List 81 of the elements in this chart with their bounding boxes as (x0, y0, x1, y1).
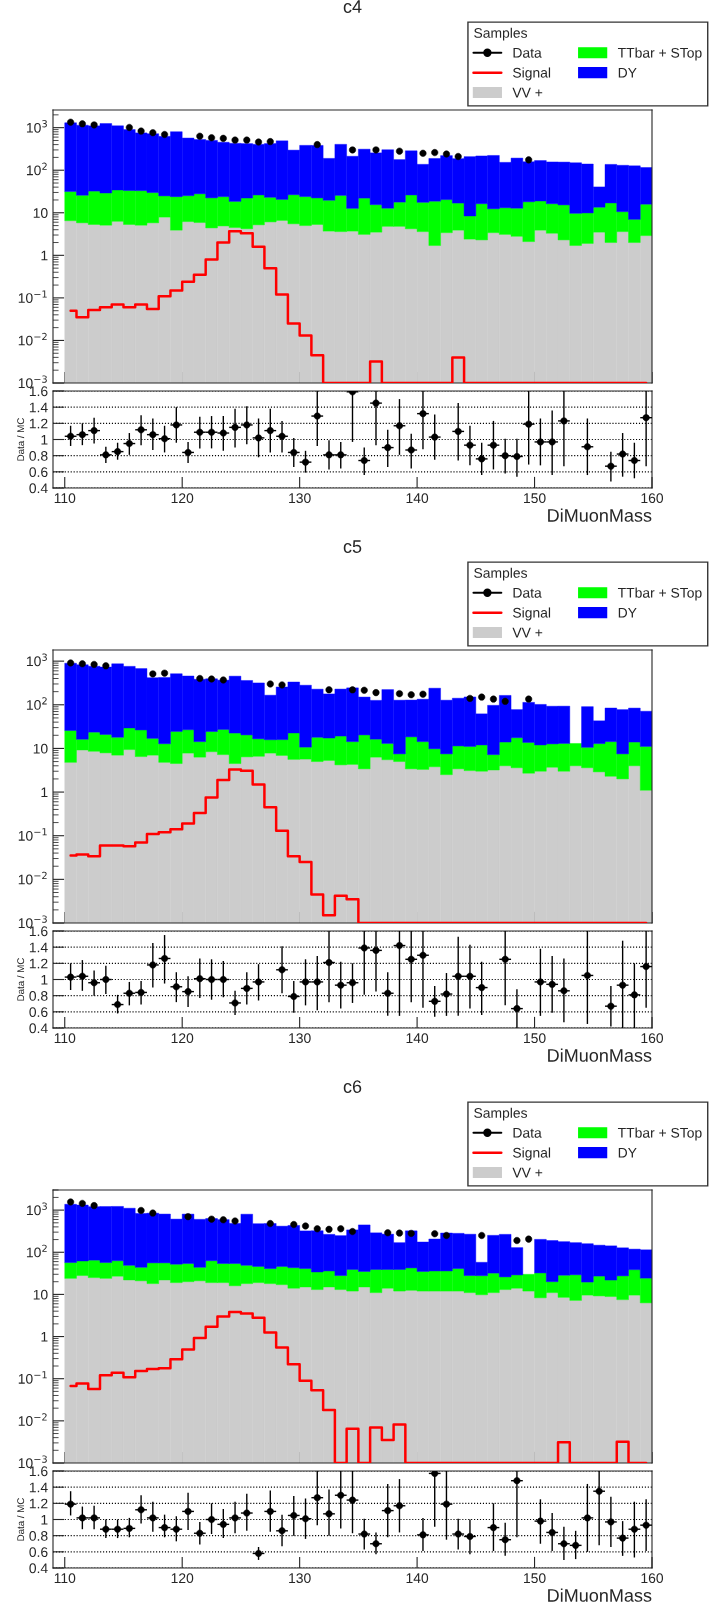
legend-label: TTbar + STop (617, 587, 702, 601)
legend-label: TTbar + STop (617, 47, 702, 61)
x-tick-label: 110 (54, 493, 76, 504)
x-tick-label: 140 (406, 493, 429, 504)
y-tick-label: 10$^{3}$ (26, 1202, 47, 1216)
y-tick-label: 1 (41, 974, 48, 985)
x-tick-label: 160 (641, 493, 664, 504)
y-tick-label: 1 (41, 250, 48, 261)
x-tick-label: 140 (406, 1573, 429, 1584)
y-tick-label: 10$^{2}$ (26, 162, 47, 176)
legend-label: VV + (512, 1167, 543, 1178)
legend-label: Data (513, 1128, 542, 1138)
y-tick-label: 0.6 (29, 467, 48, 477)
y-tick-label: 10 (33, 1289, 48, 1300)
x-tick-label: 160 (641, 1573, 664, 1584)
y-tick-label: 0.8 (29, 991, 48, 1001)
legend-label: Data (513, 48, 542, 58)
y-tick-label: 10$^{−1}$ (18, 1371, 47, 1384)
x-axis-title: DiMuonMass (548, 1588, 652, 1602)
y-tick-label: 1.4 (29, 402, 48, 413)
y-tick-label: 1 (41, 787, 48, 798)
x-tick-label: 130 (289, 1033, 311, 1044)
y-tick-label: 0.4 (29, 483, 48, 494)
y-tick-label: 10$^{−2}$ (18, 332, 47, 346)
y-tick-label: 10$^{2}$ (26, 697, 47, 710)
y-axis-title: Data / MC (16, 1497, 25, 1541)
y-tick-label: 10$^{3}$ (26, 653, 47, 667)
legend-title: Samples (474, 567, 528, 581)
y-tick-label: 1.2 (29, 958, 48, 969)
x-tick-label: 120 (171, 1033, 194, 1044)
legend-label: Data (513, 588, 542, 598)
x-tick-label: 120 (171, 493, 194, 504)
y-tick-label: 1.4 (29, 1482, 48, 1493)
x-tick-label: 150 (524, 1573, 546, 1584)
y-tick-label: 10$^{−1}$ (18, 290, 47, 303)
y-tick-label: 0.4 (29, 1563, 48, 1574)
y-tick-label: 10 (33, 743, 48, 754)
y-axis-title: Data / MC (16, 957, 25, 1001)
x-tick-label: 150 (524, 493, 546, 504)
x-axis-title: DiMuonMass (548, 1048, 652, 1062)
x-tick-label: 130 (289, 493, 311, 504)
x-tick-label: 140 (406, 1033, 429, 1044)
y-tick-label: 10$^{2}$ (26, 1244, 47, 1258)
legend-title: Samples (474, 27, 528, 41)
x-tick-label: 160 (641, 1033, 664, 1044)
legend-label: DY (618, 1147, 637, 1158)
x-tick-label: 150 (524, 1033, 546, 1044)
y-tick-label: 1 (41, 1514, 48, 1525)
x-axis-title: DiMuonMass (548, 508, 652, 522)
y-tick-label: 1 (41, 1332, 48, 1342)
x-tick-label: 110 (54, 1033, 76, 1044)
legend-label: TTbar + STop (617, 1127, 702, 1141)
y-axis-title: Data / MC (16, 417, 25, 461)
x-tick-label: 130 (289, 1573, 311, 1584)
y-tick-label: 1 (41, 434, 48, 445)
y-tick-label: 0.8 (29, 451, 48, 461)
y-tick-label: 0.8 (29, 1531, 48, 1541)
legend-title: Samples (474, 1107, 528, 1121)
y-tick-label: 1.2 (29, 418, 48, 429)
chart-title: c4 (343, 0, 362, 13)
y-tick-label: 10$^{−2}$ (18, 1413, 47, 1426)
y-tick-label: 1.2 (29, 1498, 48, 1509)
y-tick-label: 0.6 (29, 1007, 48, 1017)
legend-label: Signal (513, 1147, 551, 1161)
y-tick-label: 10 (33, 208, 48, 218)
legend-label: DY (618, 67, 637, 78)
chart-title: c5 (343, 540, 362, 553)
y-tick-label: 10$^{−1}$ (18, 828, 47, 841)
y-tick-label: 10$^{−2}$ (18, 871, 47, 885)
y-tick-label: 0.4 (29, 1023, 48, 1034)
legend-label: VV + (512, 627, 543, 638)
legend-label: VV + (512, 87, 543, 98)
legend-label: DY (618, 607, 637, 618)
chart-title: c6 (343, 1080, 362, 1093)
y-tick-label: 1.4 (29, 942, 48, 953)
x-tick-label: 110 (54, 1573, 76, 1584)
legend-label: Signal (513, 607, 551, 621)
y-tick-label: 10$^{3}$ (26, 120, 47, 133)
y-tick-label: 0.6 (29, 1547, 48, 1557)
x-tick-label: 120 (171, 1573, 194, 1584)
legend-label: Signal (513, 67, 551, 81)
